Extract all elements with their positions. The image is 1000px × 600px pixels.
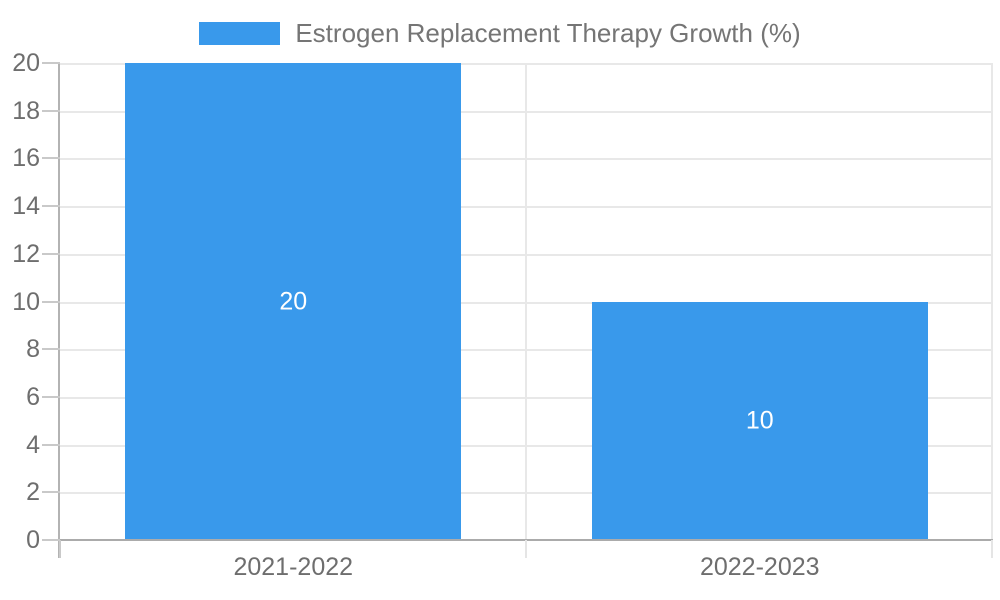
bar-value-label: 20 xyxy=(279,287,308,315)
y-tick-mark xyxy=(42,205,60,208)
y-tick-label: 6 xyxy=(26,382,40,411)
gridline xyxy=(60,206,993,209)
y-tick-mark xyxy=(42,443,60,446)
y-tick-label: 0 xyxy=(26,526,40,554)
legend-label: Estrogen Replacement Therapy Growth (%) xyxy=(295,17,801,48)
y-tick-mark xyxy=(42,539,60,541)
gridline xyxy=(60,444,993,447)
gridline xyxy=(524,63,527,540)
gridline xyxy=(60,349,993,352)
y-tick-mark xyxy=(42,491,60,494)
y-tick-label: 2 xyxy=(26,478,40,507)
y-tick-mark xyxy=(42,395,60,398)
y-tick-label: 16 xyxy=(12,144,40,173)
y-axis-line xyxy=(58,63,60,558)
y-tick-label: 14 xyxy=(12,192,40,221)
gridline xyxy=(60,301,993,304)
gridline xyxy=(60,110,993,113)
gridline xyxy=(60,63,993,65)
x-tick-label: 2021-2022 xyxy=(233,553,354,581)
bar-value-label: 10 xyxy=(745,406,774,435)
gridline xyxy=(60,492,993,495)
legend-item[interactable]: Estrogen Replacement Therapy Growth (%) xyxy=(0,17,1000,48)
x-tick-mark xyxy=(59,540,61,558)
legend-swatch-icon xyxy=(199,21,281,45)
y-tick-label: 8 xyxy=(26,335,40,364)
gridline xyxy=(991,63,993,540)
y-tick-mark xyxy=(42,109,60,112)
x-tick-mark xyxy=(524,540,527,558)
x-tick-mark xyxy=(991,540,993,558)
gridline xyxy=(60,396,993,399)
gridline xyxy=(60,158,993,161)
y-tick-mark xyxy=(42,157,60,160)
bar-2022-2023[interactable]: 10 xyxy=(591,301,928,540)
y-tick-mark xyxy=(42,62,60,64)
x-tick-label: 2022-2023 xyxy=(699,553,820,581)
y-tick-label: 10 xyxy=(12,287,40,316)
y-tick-label: 4 xyxy=(26,430,40,459)
y-tick-label: 18 xyxy=(12,96,40,125)
bar-2021-2022[interactable]: 20 xyxy=(125,63,462,540)
x-axis-line xyxy=(42,539,993,541)
gridline xyxy=(60,253,993,256)
y-tick-mark xyxy=(42,252,60,255)
y-tick-mark xyxy=(42,348,60,351)
plot-area: 20 10 xyxy=(60,63,993,540)
y-tick-label: 12 xyxy=(12,239,40,268)
y-tick-label: 20 xyxy=(12,49,40,77)
y-tick-mark xyxy=(42,300,60,303)
